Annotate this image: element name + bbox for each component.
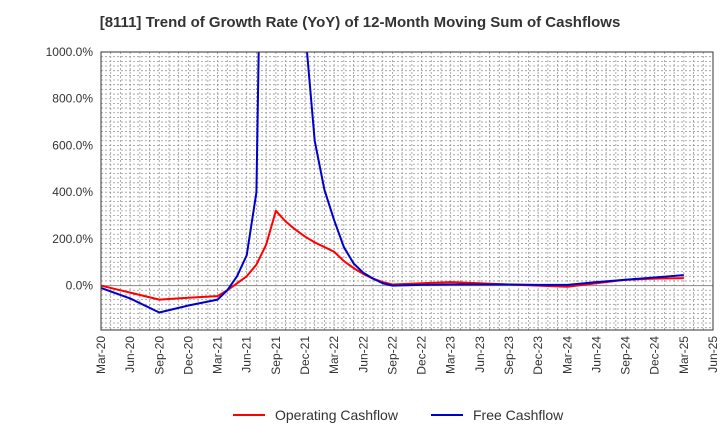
x-tick-label: Jun-25 bbox=[706, 336, 720, 373]
y-tick-label: 800.0% bbox=[52, 92, 93, 106]
x-tick-label: Sep-21 bbox=[269, 336, 283, 375]
x-tick-label: Sep-22 bbox=[385, 336, 399, 375]
x-tick-label: Sep-23 bbox=[502, 336, 516, 375]
x-tick-label: Dec-21 bbox=[298, 336, 312, 375]
legend-label: Operating Cashflow bbox=[275, 407, 399, 423]
x-tick-label: Jun-22 bbox=[356, 336, 370, 373]
x-tick-label: Jun-23 bbox=[473, 336, 487, 373]
x-tick-label: Dec-23 bbox=[531, 336, 545, 375]
y-tick-label: 1000.0% bbox=[46, 45, 94, 59]
x-tick-label: Dec-20 bbox=[181, 336, 195, 375]
legend-label: Free Cashflow bbox=[473, 407, 564, 423]
legend: Operating Cashflow Free Cashflow bbox=[233, 407, 564, 423]
x-tick-label: Dec-24 bbox=[648, 336, 662, 375]
x-tick-label: Mar-21 bbox=[211, 336, 225, 374]
series-lines bbox=[101, 52, 684, 314]
x-tick-label: Dec-22 bbox=[415, 336, 429, 375]
x-tick-label: Jun-24 bbox=[589, 336, 603, 373]
x-tick-label: Jun-21 bbox=[240, 336, 254, 373]
y-axis-ticks: 0.0% 200.0% 400.0% 600.0% 800.0% 1000.0% bbox=[46, 45, 94, 293]
x-tick-label: Jun-20 bbox=[123, 336, 137, 373]
x-tick-label: Sep-20 bbox=[152, 336, 166, 375]
x-tick-label: Mar-20 bbox=[94, 336, 108, 374]
grid bbox=[101, 52, 713, 330]
y-tick-label: 0.0% bbox=[66, 279, 94, 293]
x-tick-label: Mar-25 bbox=[677, 336, 691, 374]
plot-frame bbox=[100, 51, 714, 331]
chart-title: [8111] Trend of Growth Rate (YoY) of 12-… bbox=[99, 14, 621, 31]
x-tick-label: Mar-23 bbox=[444, 336, 458, 374]
y-tick-label: 600.0% bbox=[52, 138, 93, 152]
y-tick-label: 400.0% bbox=[52, 185, 93, 199]
series-line-free-cashflow bbox=[101, 52, 684, 314]
x-axis-ticks: Mar-20 Jun-20 Sep-20 Dec-20 Mar-21 Jun-21 Sep-… bbox=[94, 336, 720, 375]
x-tick-label: Sep-24 bbox=[619, 336, 633, 375]
y-tick-label: 200.0% bbox=[52, 232, 93, 246]
x-tick-label: Mar-24 bbox=[560, 336, 574, 374]
x-tick-label: Mar-22 bbox=[327, 336, 341, 374]
